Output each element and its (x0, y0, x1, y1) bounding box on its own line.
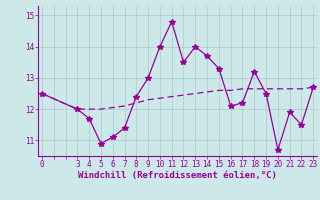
X-axis label: Windchill (Refroidissement éolien,°C): Windchill (Refroidissement éolien,°C) (78, 171, 277, 180)
